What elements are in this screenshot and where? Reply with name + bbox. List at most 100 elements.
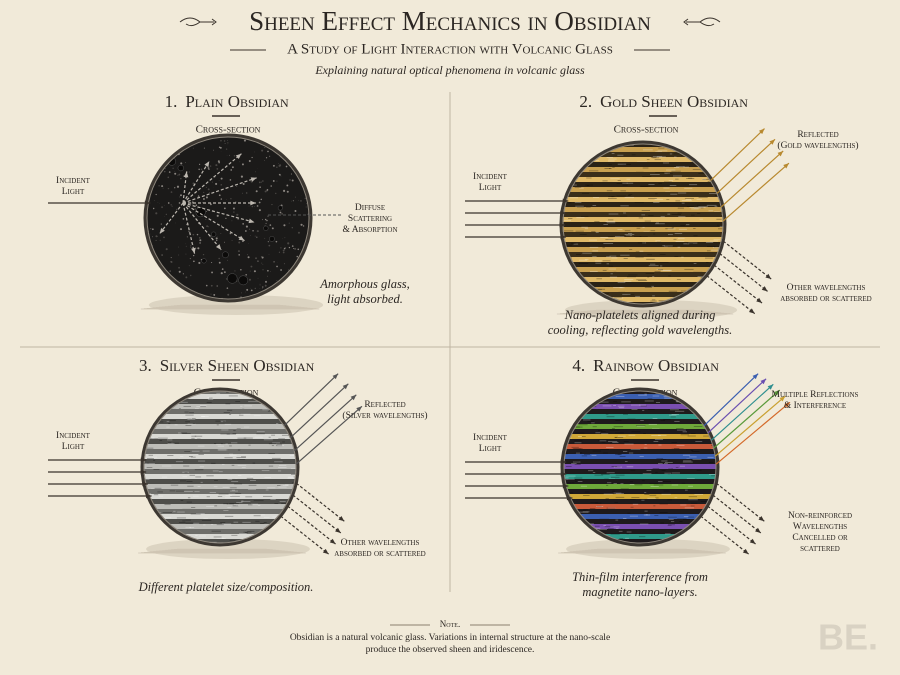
rim — [560, 387, 720, 547]
fleck — [652, 295, 655, 297]
fleck — [660, 216, 665, 218]
arrowhead — [758, 515, 765, 522]
speck — [261, 287, 263, 289]
fleck — [610, 533, 620, 535]
layer — [562, 429, 718, 434]
speck — [259, 284, 261, 286]
fleck — [630, 506, 634, 508]
fleck — [565, 466, 572, 467]
fleck — [653, 202, 660, 203]
speck — [267, 241, 269, 243]
fleck — [708, 210, 714, 212]
fleck — [652, 395, 660, 397]
fleck — [617, 180, 621, 181]
fleck — [642, 409, 645, 411]
layer — [561, 237, 725, 242]
fleck — [592, 250, 599, 252]
fleck — [218, 471, 223, 473]
speck — [265, 280, 267, 281]
fleck — [236, 428, 241, 430]
fleck — [592, 472, 596, 473]
fleck — [611, 153, 615, 154]
speck — [216, 214, 219, 217]
fleck — [648, 183, 655, 185]
speck — [270, 185, 272, 187]
layer — [142, 484, 298, 489]
fleck — [613, 287, 623, 288]
layer — [561, 162, 725, 167]
fleck — [213, 486, 218, 488]
speck — [197, 247, 200, 250]
speck — [180, 178, 182, 180]
arrow — [706, 275, 756, 315]
arrowhead — [560, 459, 567, 465]
speck — [231, 220, 233, 222]
fleck — [281, 503, 291, 505]
speck — [199, 242, 201, 244]
speck — [234, 270, 236, 272]
fleck — [673, 153, 681, 155]
fleck — [658, 463, 663, 464]
fleck — [626, 178, 631, 180]
fleck — [572, 426, 580, 428]
fleck — [626, 533, 629, 535]
fleck — [216, 537, 224, 539]
speck — [258, 209, 261, 212]
fleck — [639, 236, 648, 237]
fleck — [648, 265, 659, 267]
speck — [197, 182, 198, 184]
speck — [182, 273, 184, 275]
layer — [142, 419, 298, 424]
cross-section — [145, 135, 311, 301]
fleck — [192, 522, 200, 524]
arrowhead — [765, 273, 772, 280]
fleck — [605, 498, 609, 500]
fleck — [683, 516, 689, 518]
fleck — [706, 250, 711, 252]
fleck — [574, 464, 581, 465]
pit — [277, 205, 283, 211]
fleck — [183, 491, 193, 492]
fleck — [225, 403, 231, 405]
arrowhead — [235, 153, 242, 160]
fleck — [608, 158, 617, 160]
fleck — [198, 454, 204, 455]
fleck — [668, 290, 678, 292]
speck — [190, 274, 192, 277]
arrowhead — [769, 139, 776, 145]
fleck — [207, 396, 211, 398]
speck — [272, 180, 275, 182]
fleck — [173, 510, 176, 512]
fleck — [587, 421, 594, 422]
fleck — [592, 426, 597, 428]
speck — [288, 269, 290, 271]
fleck — [624, 196, 635, 198]
fleck — [183, 406, 192, 407]
fleck — [614, 437, 624, 438]
fleck — [599, 440, 607, 442]
speck — [264, 284, 267, 287]
fleck — [256, 433, 265, 435]
layer — [142, 404, 298, 409]
fleck — [653, 233, 656, 235]
fleck — [615, 420, 622, 421]
fleck — [653, 484, 664, 486]
fleck — [268, 453, 275, 455]
fleck — [666, 199, 670, 201]
speck — [221, 224, 223, 226]
fleck — [263, 439, 273, 441]
fleck — [583, 495, 590, 496]
speck — [257, 260, 259, 262]
fleck — [608, 239, 615, 241]
speck — [165, 248, 168, 251]
fleck — [624, 443, 634, 445]
speck — [163, 205, 165, 206]
speck — [231, 240, 233, 241]
fleck — [161, 465, 172, 467]
fleck — [609, 168, 612, 169]
fleck — [676, 428, 684, 429]
fleck — [644, 494, 650, 495]
fleck — [663, 187, 670, 189]
arrow — [292, 494, 342, 534]
